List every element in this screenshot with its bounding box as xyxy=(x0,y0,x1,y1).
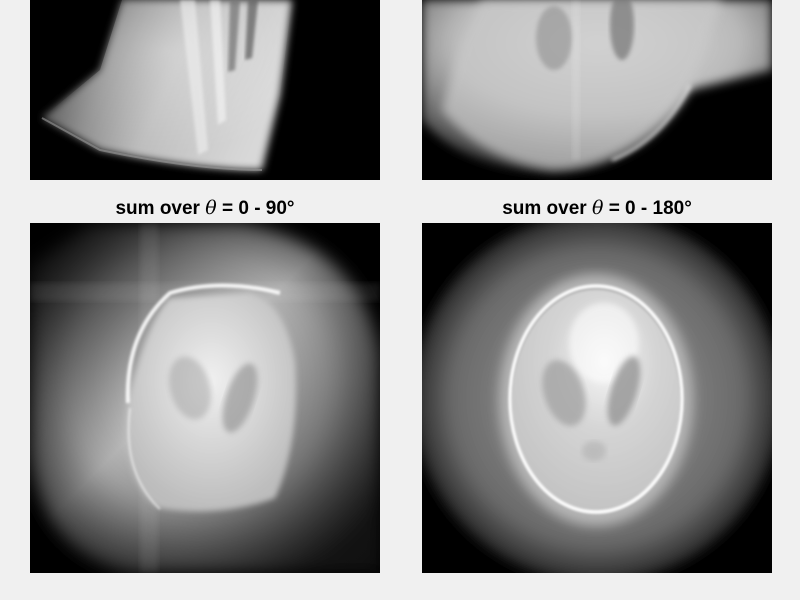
bottom-left-image-panel xyxy=(30,223,380,573)
theta-symbol: θ xyxy=(591,197,604,219)
title-suffix: = 0 - 180° xyxy=(608,198,692,219)
top-left-image-panel xyxy=(30,0,380,180)
top-left-backprojection-image xyxy=(30,0,380,180)
top-right-backprojection-image xyxy=(422,0,772,180)
title-prefix: sum over xyxy=(502,198,587,219)
top-right-image-panel xyxy=(422,0,772,180)
theta-symbol: θ xyxy=(205,197,217,219)
bottom-left-backprojection-image xyxy=(30,223,380,573)
title-prefix: sum over xyxy=(115,198,200,219)
bottom-right-panel-title: sum over θ = 0 - 180° xyxy=(422,194,772,222)
bottom-right-image-panel xyxy=(422,223,772,573)
bottom-right-backprojection-image xyxy=(422,223,772,573)
title-suffix: = 0 - 90° xyxy=(221,198,295,219)
bottom-left-panel-title: sum over θ = 0 - 90° xyxy=(30,194,380,222)
